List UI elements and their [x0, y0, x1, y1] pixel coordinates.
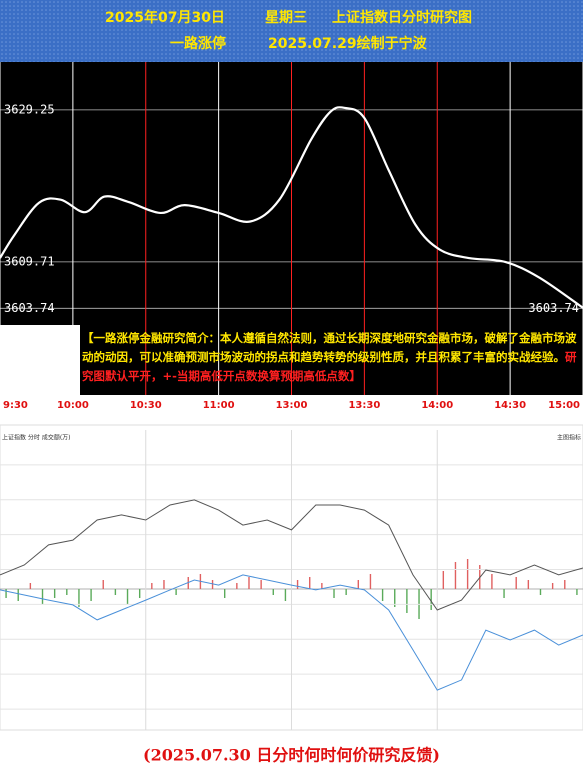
x-tick-label: 14:30 [494, 400, 526, 411]
y-tick-label: 3603.74 [528, 301, 579, 315]
header-made: 2025.07.29绘制于宁波 [268, 35, 428, 52]
intro-note: 【一路涨停金融研究简介：本人遵循自然法则，通过长期深度地研究金融市场，破解了金融… [82, 329, 578, 386]
line [0, 574, 583, 691]
header-bg [0, 0, 583, 62]
note-blank [0, 325, 80, 395]
intro-text: 【一路涨停金融研究简介：本人遵循自然法则，通过长期深度地研究金融市场，破解了金融… [82, 331, 577, 364]
time-axis-bg [0, 395, 583, 415]
x-tick-label: 11:00 [203, 400, 235, 411]
y-tick-label: 3629.25 [4, 102, 55, 116]
y-tick-label: 3603.74 [4, 301, 55, 315]
x-tick-label: 9:30 [3, 400, 28, 411]
intro-remark: 研究图默认平开，+-当期高低开点数换算预期高低点数】 [82, 350, 577, 383]
header-date: 2025年07月30日 [105, 9, 225, 26]
header-weekday: 星期三 [265, 10, 307, 26]
line [0, 106, 583, 309]
x-tick-label: 10:30 [130, 400, 162, 411]
x-tick-label: 10:00 [57, 400, 89, 411]
sub-chart-subtitle: 主图指标 [557, 434, 581, 442]
x-tick-label: 13:00 [276, 400, 308, 411]
sub-chart-title: 上证指数 分时 成交额(万) [2, 434, 71, 442]
footer: (2025.07.30 日分时何时何价研究反馈) [143, 746, 440, 765]
x-tick-label: 14:00 [421, 400, 453, 411]
x-tick-label: 15:00 [548, 400, 580, 411]
header-author: 一路涨停 [170, 35, 226, 52]
header-title: 上证指数日分时研究图 [332, 9, 472, 26]
x-tick-label: 13:30 [348, 400, 380, 411]
line [0, 499, 583, 611]
y-tick-label: 3609.71 [4, 254, 55, 268]
